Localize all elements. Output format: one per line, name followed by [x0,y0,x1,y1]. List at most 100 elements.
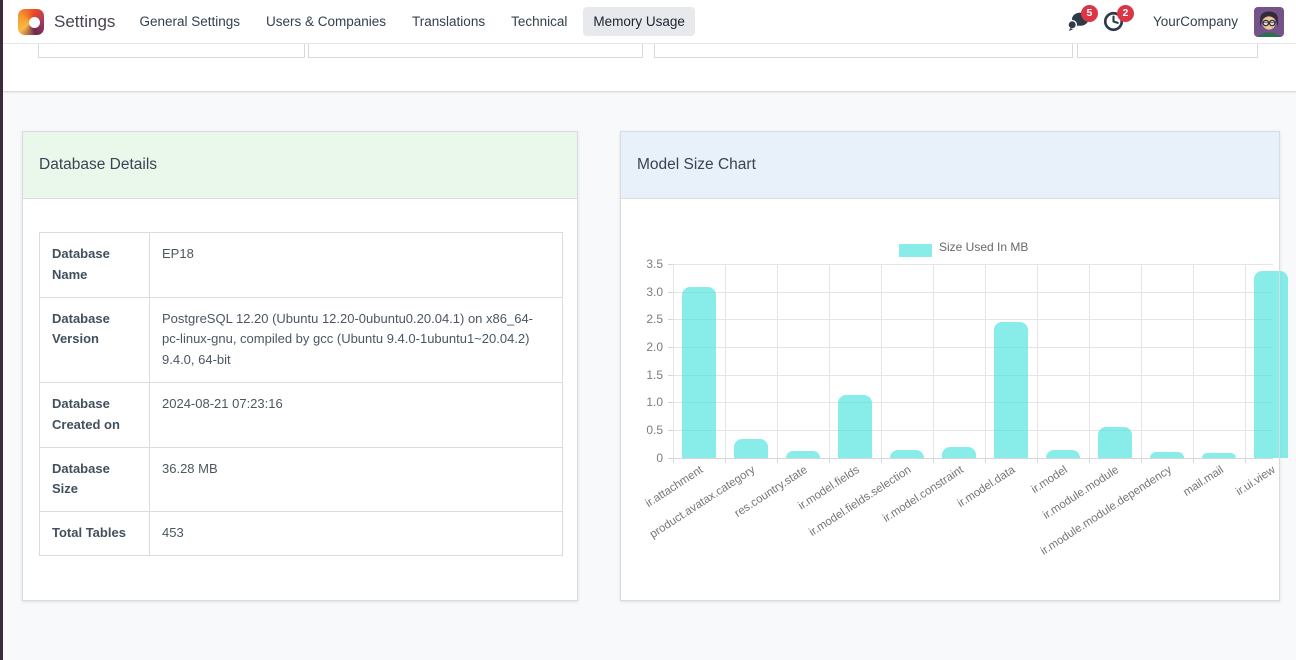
y-axis-label: 1.5 [646,367,663,382]
top-navbar: Settings General Settings Users & Compani… [3,0,1296,44]
x-gridline [1141,264,1142,458]
clock-icon [1104,11,1124,32]
y-gridline [673,346,1273,348]
nav-item-translations[interactable]: Translations [412,14,486,29]
systray: 5 2 YourCompany [1065,4,1296,37]
activities-icon[interactable]: 2 [1101,4,1134,35]
y-gridline [673,319,1273,321]
bar-ir.module.module.dependency [1150,452,1184,458]
activities-badge: 2 [1116,4,1134,22]
nav-item-memory-usage[interactable]: Memory Usage [583,7,695,36]
x-gridline [881,264,882,458]
cutoff-card [38,44,305,58]
y-tick [668,457,673,459]
bar-ir.ui.view [1254,271,1288,458]
nav-item-users-companies[interactable]: Users & Companies [266,14,387,29]
y-tick [668,429,673,431]
row-value: 453 [149,511,563,556]
database-details-table: Database Name EP18 Database Version Postgre… [39,232,563,556]
x-tick [725,457,726,463]
x-axis-label: mail.mail [1180,463,1226,499]
y-axis-label: 0 [656,450,663,465]
row-value: 36.28 MB [149,446,563,513]
row-value: 2024-08-21 07:23:16 [149,381,563,448]
x-axis-label: ir.model.data [955,463,1018,510]
y-tick [668,291,673,293]
x-tick [1193,457,1194,463]
row-label: Database Created on [39,381,150,448]
y-axis-label: 1.0 [646,395,663,410]
bar-res.country.state [786,450,820,458]
x-tick [881,457,882,463]
company-name[interactable]: YourCompany [1152,14,1238,29]
bar-ir.module.module [1098,427,1132,458]
y-gridline [673,429,1273,431]
x-gridline [673,264,674,458]
table-row: Total Tables 453 [39,511,563,556]
cutoff-card [654,44,1073,58]
x-gridline [1245,264,1246,458]
x-tick [933,457,934,463]
table-row: Database Created on 2024-08-21 07:23:16 [39,381,563,448]
row-value: PostgreSQL 12.20 (Ubuntu 12.20-0ubuntu0.… [149,296,563,383]
model-size-chart-title: Model Size Chart [637,156,756,173]
database-details-panel: Database Details Database Name EP18 Databa… [22,131,578,601]
y-gridline [673,291,1273,293]
x-tick [673,457,674,463]
cutoff-card [308,44,643,58]
avatar-image [1254,6,1284,37]
y-axis-label: 3.0 [646,284,663,299]
x-gridline [829,264,830,458]
nav-item-general-settings[interactable]: General Settings [139,14,240,29]
table-row: Database Version PostgreSQL 12.20 (Ubuntu… [39,296,563,383]
x-tick [1037,457,1038,463]
odoo-logo-icon[interactable] [18,8,44,35]
y-tick [668,319,673,321]
panel-right-border [1279,132,1280,602]
row-value: EP18 [149,232,563,298]
x-gridline [933,264,934,458]
row-label: Total Tables [39,511,150,556]
x-tick [985,457,986,463]
x-tick [1089,457,1090,463]
x-gridline [1193,264,1194,458]
y-axis-label: 0.5 [646,422,663,437]
y-gridline [673,402,1273,404]
model-size-chart-header: Model Size Chart [621,132,1279,199]
nav-item-technical[interactable]: Technical [511,14,568,29]
y-axis-label: 2.0 [646,339,663,354]
x-axis-label: ir.model [1029,463,1070,496]
y-tick [668,346,673,348]
bar-ir.model.data [994,322,1028,458]
row-label: Database Version [39,296,150,383]
cutoff-card [1077,44,1258,58]
user-avatar[interactable] [1254,6,1284,37]
y-axis-label: 3.5 [646,257,663,271]
app-name[interactable]: Settings [54,11,116,31]
row-label: Database Size [39,446,150,513]
nav-menu: General Settings Users & Companies Transla… [129,7,695,36]
bar-ir.model.fields [838,394,872,458]
x-gridline [1037,264,1038,458]
y-axis-label: 2.5 [646,312,663,327]
x-gridline [725,264,726,458]
messages-badge: 5 [1080,4,1098,22]
table-row: Database Name EP18 [39,232,563,298]
table-row: Database Size 36.28 MB [39,446,563,513]
x-tick [829,457,830,463]
legend-label[interactable]: Size Used In MB [939,240,1029,254]
bar-product.avatax.category [734,438,768,458]
x-tick [1245,457,1246,463]
bar-mail.mail [1202,452,1236,458]
y-tick [668,402,673,404]
x-axis-label: ir.ui.view [1234,463,1278,498]
screen-edge-strip [0,0,3,660]
x-gridline [985,264,986,458]
y-gridline [673,374,1273,376]
legend-swatch[interactable] [899,244,932,257]
x-tick [777,457,778,463]
bar-ir.model [1046,449,1080,458]
x-gridline [777,264,778,458]
scrolled-cards-sheet [3,44,1296,92]
messages-icon[interactable]: 5 [1065,4,1098,35]
